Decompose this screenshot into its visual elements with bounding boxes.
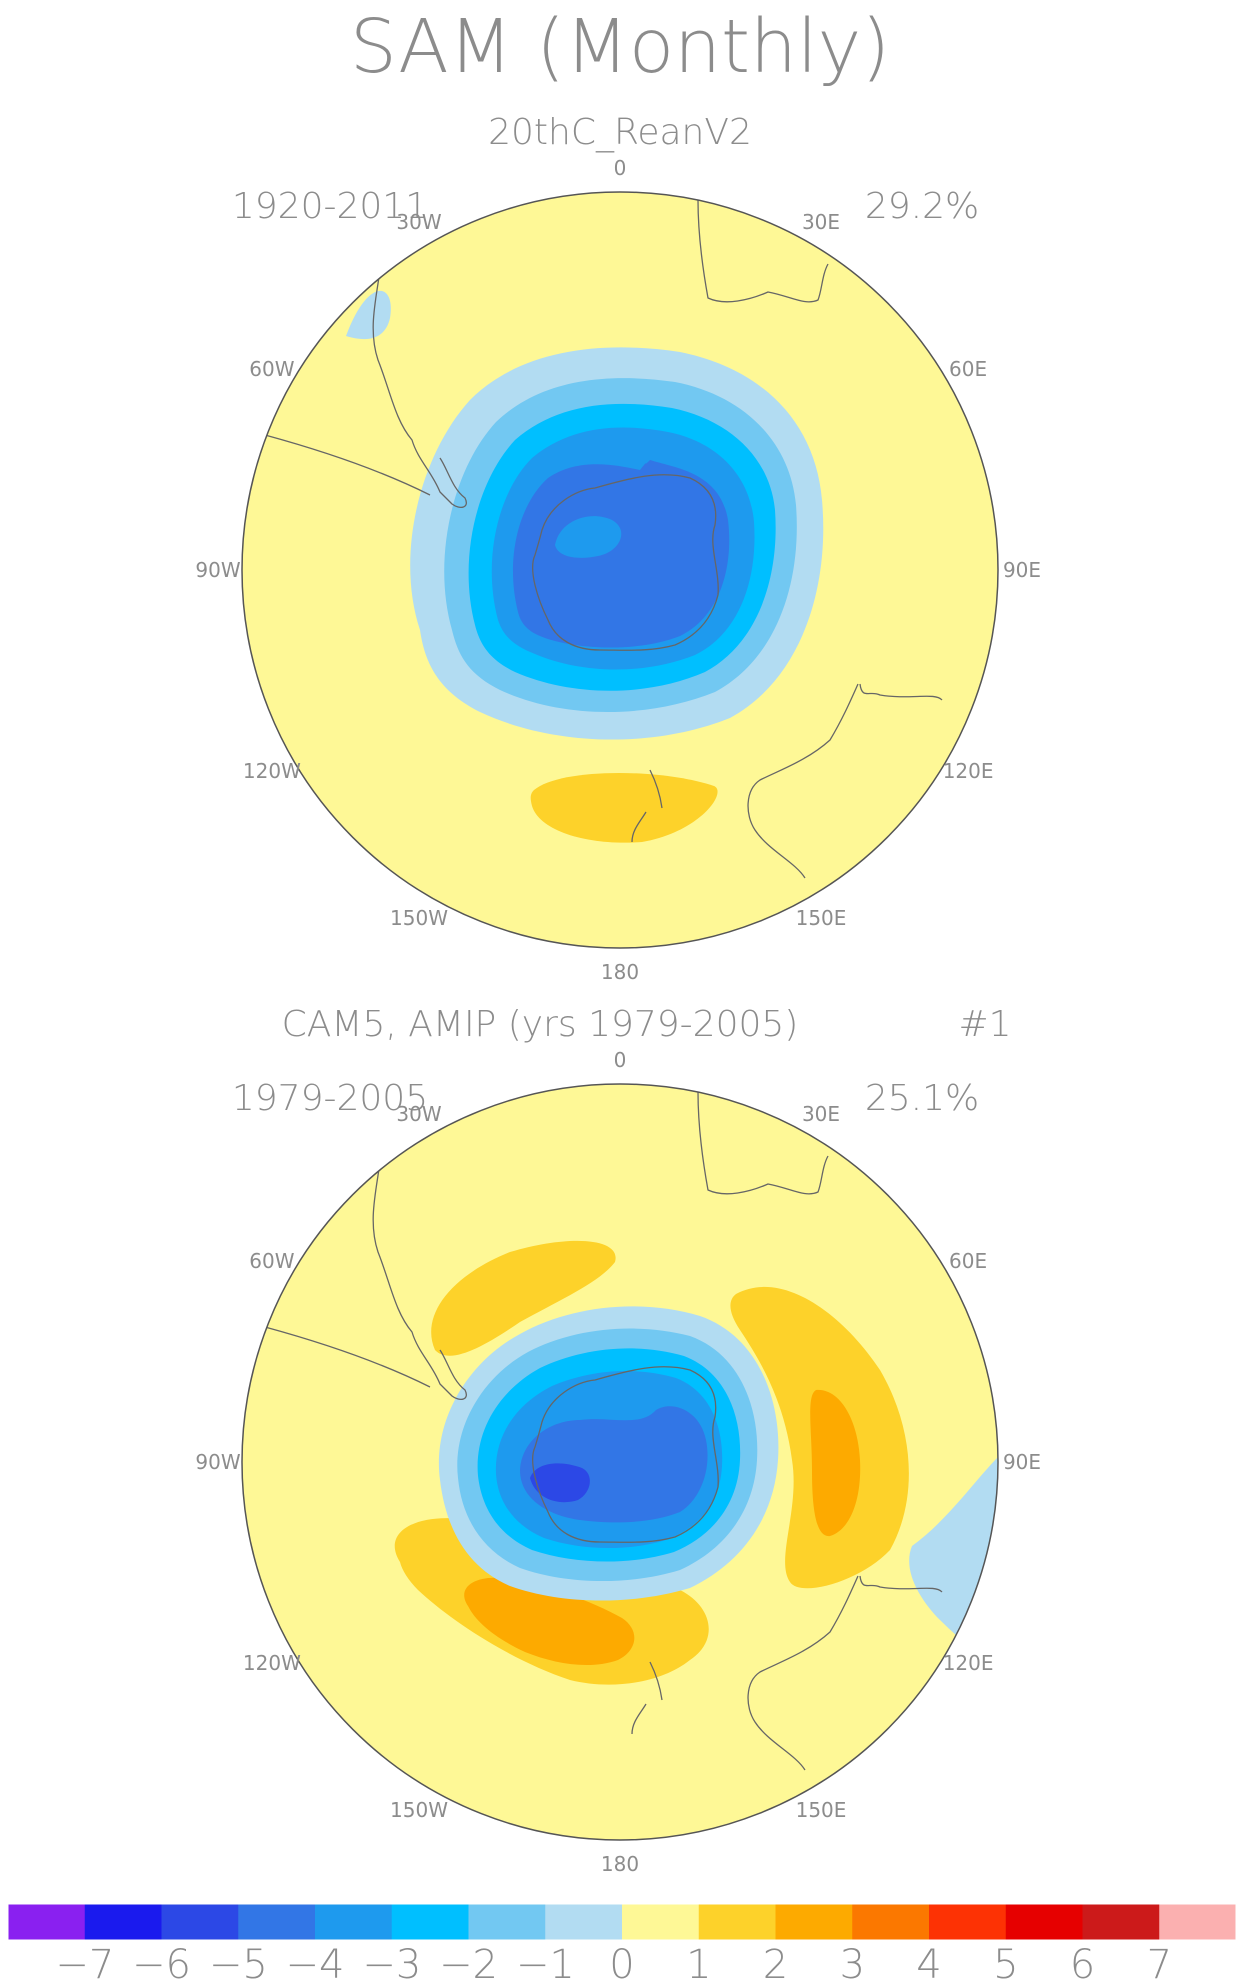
map-2-lon-label-2: 60E <box>949 1249 987 1273</box>
map-panel-2: CAM5, AMIP (yrs 1979-2005) #1 1979-2005 … <box>195 1004 1041 1876</box>
map-2-run-tag: #1 <box>958 1004 1011 1045</box>
colorbar-boxes <box>7 1903 1237 1941</box>
colorbar-box-13 <box>1005 1904 1083 1940</box>
colorbar-tick-label-3: −4 <box>286 1942 345 1988</box>
map-1-lon-label-7: 150W <box>390 906 448 930</box>
map-1-lon-label-2: 60E <box>949 357 987 381</box>
figure-title: SAM (Monthly) <box>350 4 890 90</box>
colorbar-box-14 <box>1082 1904 1160 1940</box>
map-panel-1: 20thC_ReanV2 1920-2011 29.2% <box>195 112 1041 984</box>
map-1-lon-label-9: 90W <box>195 558 240 582</box>
map-1-contour-neg1-sa <box>346 290 391 340</box>
colorbar-tick-label-0: −7 <box>55 1942 114 1988</box>
map-1-disc <box>242 192 998 948</box>
map-2-variance: 25.1% <box>865 1078 979 1119</box>
map-2-disc <box>242 1084 998 1840</box>
colorbar-box-10 <box>775 1904 853 1940</box>
map-1-lon-label-10: 60W <box>249 357 294 381</box>
map-2-coastlines <box>264 1091 943 1771</box>
map-1-lon-label-0: 0 <box>614 156 627 180</box>
map-2-lon-label-7: 150W <box>390 1798 448 1822</box>
map-2-lon-label-9: 90W <box>195 1450 240 1474</box>
map-2-coast-antarctica <box>532 1366 719 1543</box>
colorbar-box-7 <box>545 1904 623 1940</box>
map-2-coast-australia <box>747 1575 943 1771</box>
colorbar-frame <box>7 1903 1237 1941</box>
colorbar-tick-label-4: −3 <box>362 1942 421 1988</box>
colorbar-tick-label-14: 7 <box>1147 1942 1172 1988</box>
colorbar-tick-labels: −7 −6 −5 −4 −3 −2 −1 0 1 2 3 4 5 6 7 <box>55 1942 1172 1988</box>
colorbar-tick-label-12: 5 <box>993 1942 1018 1988</box>
map-1-lon-label-3: 90E <box>1003 558 1041 582</box>
map-1-subtitle: 20thC_ReanV2 <box>488 112 752 153</box>
colorbar-tick-label-9: 2 <box>763 1942 788 1988</box>
colorbar-box-12 <box>929 1904 1007 1940</box>
colorbar-box-1 <box>84 1904 162 1940</box>
map-1-coast-south-america <box>264 269 467 509</box>
map-1-lon-label-4: 120E <box>943 759 994 783</box>
map-2-lon-label-0: 0 <box>614 1048 627 1072</box>
map-1-years: 1920-2011 <box>232 186 428 227</box>
colorbar-box-2 <box>161 1904 239 1940</box>
colorbar-box-0 <box>8 1904 86 1940</box>
map-1-coast-antarctica <box>532 474 719 651</box>
colorbar-tick-label-5: −2 <box>439 1942 498 1988</box>
colorbar-tick-label-1: −6 <box>132 1942 191 1988</box>
colorbar-box-4 <box>315 1904 393 1940</box>
map-1-coast-new-zealand <box>631 769 663 843</box>
map-2-coast-africa <box>697 1091 829 1195</box>
colorbar-tick-label-13: 6 <box>1070 1942 1095 1988</box>
map-2-lon-label-6: 180 <box>601 1852 639 1876</box>
map-1-lon-label-8: 120W <box>243 759 301 783</box>
map-1-contour-neg5 <box>512 460 730 648</box>
colorbar-box-9 <box>698 1904 776 1940</box>
map-2-contour-pos1-nw <box>431 1240 616 1356</box>
colorbar-tick-label-10: 3 <box>840 1942 865 1988</box>
map-1-lon-label-1: 30E <box>802 210 840 234</box>
colorbar-box-5 <box>391 1904 469 1940</box>
colorbar-tick-label-6: −1 <box>516 1942 575 1988</box>
map-2-lon-label-3: 90E <box>1003 1450 1041 1474</box>
colorbar-box-6 <box>468 1904 546 1940</box>
map-1-coast-australia <box>747 683 943 879</box>
map-1-contour-pos1-nz <box>530 772 718 843</box>
colorbar-box-11 <box>852 1904 930 1940</box>
colorbar-box-15 <box>1159 1904 1237 1940</box>
colorbar-tick-label-8: 1 <box>686 1942 711 1988</box>
colorbar-tick-label-2: −5 <box>209 1942 268 1988</box>
map-2-lon-label-4: 120E <box>943 1651 994 1675</box>
colorbar-tick-label-7: 0 <box>609 1942 634 1988</box>
map-2-longitude-labels: 0 30E 60E 90E 120E 150E 180 150W 120W 90W 60W 30W <box>195 1048 1041 1876</box>
colorbar-box-3 <box>238 1904 316 1940</box>
map-1-variance: 29.2% <box>865 186 979 227</box>
map-2-coast-new-zealand <box>631 1661 663 1735</box>
map-2-contour-pos2-sw <box>464 1577 635 1666</box>
map-2-outline <box>241 1083 999 1841</box>
map-2-contour-neg6 <box>530 1463 590 1503</box>
map-2-lon-label-8: 120W <box>243 1651 301 1675</box>
map-2-coast-south-america <box>264 1161 467 1401</box>
map-2-subtitle: CAM5, AMIP (yrs 1979-2005) <box>282 1004 799 1045</box>
map-1-lon-label-6: 180 <box>601 960 639 984</box>
map-2-years: 1979-2005 <box>232 1078 428 1119</box>
map-2-lon-label-10: 60W <box>249 1249 294 1273</box>
map-2-lon-label-5: 150E <box>796 1798 847 1822</box>
map-1-coastlines <box>264 199 943 879</box>
map-2-lon-label-11: 30W <box>396 1102 441 1126</box>
colorbar-tick-label-11: 4 <box>916 1942 941 1988</box>
colorbar-box-8 <box>622 1904 700 1940</box>
map-1-lon-label-5: 150E <box>796 906 847 930</box>
map-1-contour-neg4-inner <box>555 516 622 558</box>
map-1-longitude-labels: 0 30E 60E 90E 120E 150E 180 150W 120W 90W 60W 30W <box>195 156 1041 984</box>
map-1-outline <box>241 191 999 949</box>
map-1-coast-africa <box>697 199 829 303</box>
colorbar: −7 −6 −5 −4 −3 −2 −1 0 1 2 3 4 5 6 7 <box>7 1903 1237 1988</box>
map-2-contour-pos2-east <box>810 1389 861 1537</box>
map-1-lon-label-11: 30W <box>396 210 441 234</box>
map-2-lon-label-1: 30E <box>802 1102 840 1126</box>
